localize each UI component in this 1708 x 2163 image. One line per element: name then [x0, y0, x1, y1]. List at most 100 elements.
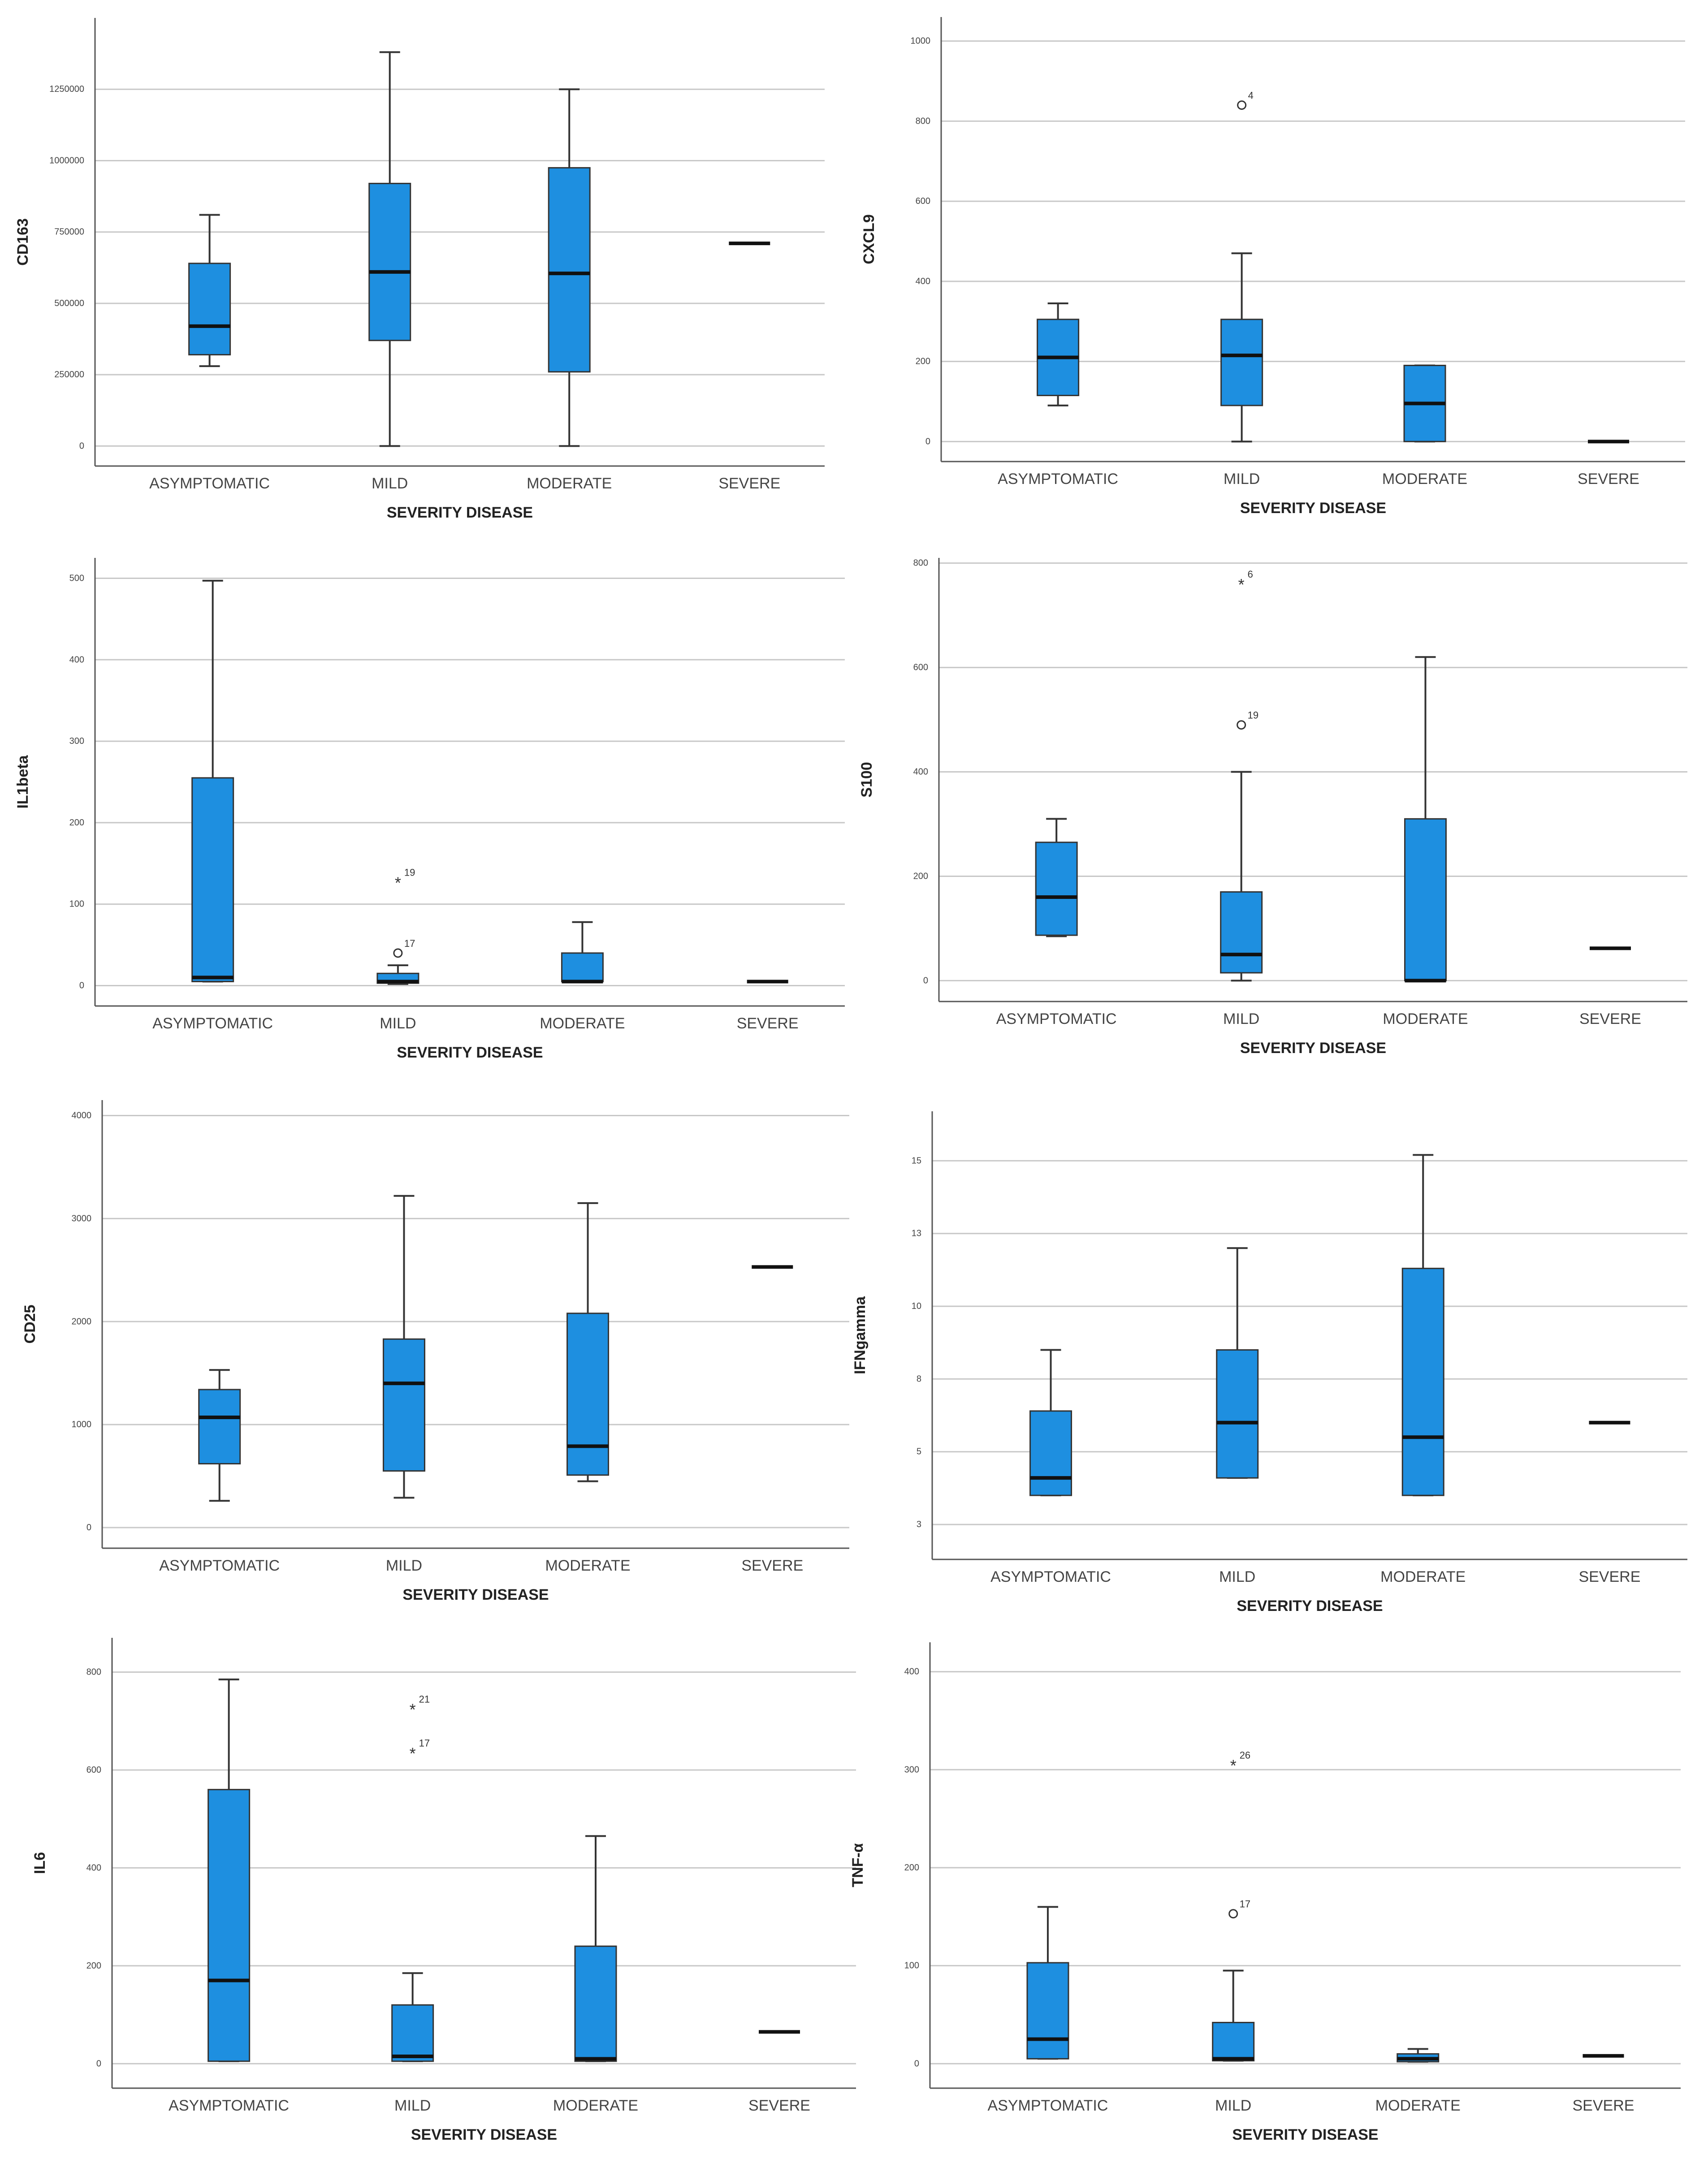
y-tick-label: 600 [86, 1765, 101, 1775]
box-asymptomatic [208, 1678, 251, 2062]
y-tick-label: 1250000 [49, 84, 84, 94]
box-asymptomatic [198, 1369, 241, 1502]
x-tick-label: ASYMPTOMATIC [998, 471, 1118, 488]
y-tick-label: 0 [914, 2059, 919, 2068]
x-tick-label: ASYMPTOMATIC [159, 1557, 280, 1574]
y-tick-label: 400 [913, 767, 928, 777]
y-axis-title: IL1beta [14, 755, 31, 808]
x-tick-label: ASYMPTOMATIC [990, 1568, 1111, 1585]
y-tick-label: 200 [916, 357, 930, 367]
y-tick-label: 750000 [54, 227, 84, 237]
y-tick-label: 0 [86, 1523, 91, 1533]
x-tick-label: MODERATE [527, 475, 612, 492]
outlier-label: 17 [419, 1738, 430, 1749]
y-tick-label: 800 [86, 1667, 101, 1677]
x-tick-label: MILD [1215, 2097, 1251, 2114]
outlier-star: * [410, 1744, 416, 1763]
x-tick-label: MODERATE [540, 1015, 625, 1032]
box-iqr [548, 167, 591, 373]
y-tick-label: 0 [96, 2059, 101, 2068]
x-tick-label: MILD [372, 475, 408, 492]
x-tick-label: ASYMPTOMATIC [152, 1015, 273, 1032]
box-moderate [1403, 364, 1446, 443]
box-iqr [391, 2004, 434, 2062]
box-moderate [574, 1835, 617, 2062]
x-tick-label: MILD [1223, 1010, 1259, 1028]
x-axis-title: SEVERITY DISEASE [1240, 1040, 1386, 1057]
box-asymptomatic [1029, 1349, 1072, 1497]
y-tick-label: 200 [86, 1961, 101, 1971]
y-tick-label: 3000 [72, 1213, 92, 1223]
x-tick-label: SEVERE [748, 2097, 810, 2114]
y-tick-label: 500000 [54, 298, 84, 308]
x-tick-label: MODERATE [545, 1557, 630, 1574]
y-axis-title: IL6 [31, 1852, 48, 1874]
outlier-star: * [395, 874, 401, 892]
chart-panel-row2-right: 0 200 400 600 800 ASYMPTOMATIC MILD MODERATE SEV… [858, 558, 1687, 1057]
box-moderate [1401, 1154, 1444, 1497]
y-tick-label: 1000000 [49, 155, 84, 165]
x-tick-label: SEVERE [1572, 2097, 1634, 2114]
x-tick-label: MODERATE [1382, 471, 1467, 488]
x-axis-title: SEVERITY DISEASE [1232, 2126, 1378, 2143]
outlier-circle [1237, 720, 1246, 730]
box-iqr [1029, 1410, 1072, 1496]
outlier-label: 19 [404, 867, 415, 878]
chart-panel-row3-right: 3 5 8 10 13 15 ASYMPTOMATIC MILD MODERATE SEVERE S… [852, 1111, 1687, 1615]
chart-panel-row3-left: 0 1000 2000 3000 4000 ASYMPTOMATIC MILD MODERAT… [22, 1100, 849, 1603]
y-tick-label: 400 [904, 1667, 919, 1677]
y-axis-title: CD25 [22, 1305, 39, 1344]
box-iqr [191, 777, 234, 982]
x-tick-label: SEVERE [741, 1557, 803, 1574]
y-tick-label: 400 [916, 276, 930, 286]
outlier-label: 19 [1248, 710, 1258, 721]
y-tick-label: 800 [913, 558, 928, 568]
outlier-label: 17 [404, 938, 415, 949]
box-asymptomatic [191, 579, 234, 983]
x-tick-label: SEVERE [737, 1015, 799, 1032]
outlier-circle [393, 948, 403, 958]
box-iqr [566, 1312, 610, 1476]
y-tick-label: 600 [916, 196, 930, 206]
x-axis-title: SEVERITY DISEASE [397, 1044, 543, 1061]
x-axis-title: SEVERITY DISEASE [1237, 1597, 1383, 1615]
x-tick-label: ASYMPTOMATIC [996, 1010, 1117, 1028]
x-axis-title: SEVERITY DISEASE [1240, 500, 1386, 517]
y-axis-title: CXCL9 [860, 214, 878, 264]
y-tick-label: 10 [912, 1301, 921, 1311]
x-tick-label: MODERATE [1380, 1568, 1466, 1585]
y-tick-label: 200 [904, 1863, 919, 1873]
box-asymptomatic [188, 214, 231, 367]
x-tick-label: MILD [380, 1015, 416, 1032]
chart-panel-bottom-right: 0 100 200 300 400 ASYMPTOMATIC MILD MODERATE SEV… [849, 1642, 1681, 2143]
y-tick-label: 15 [912, 1156, 921, 1166]
outlier-label: 6 [1248, 569, 1253, 580]
box-asymptomatic [1026, 1906, 1069, 2060]
box-iqr [188, 263, 231, 356]
y-axis-title: CD163 [14, 218, 31, 266]
x-tick-label: SEVERE [718, 475, 780, 492]
x-axis-title: SEVERITY DISEASE [402, 1586, 549, 1603]
box-moderate [561, 921, 604, 984]
box-iqr [1401, 1268, 1444, 1496]
y-tick-label: 0 [923, 976, 928, 985]
box-mild [1216, 1247, 1259, 1479]
chart-panel-top-left: 0 250000 500000 750000 1000000 1250000 ASYMPTO… [14, 18, 825, 521]
chart-panel-top-right: 0 200 400 600 800 1000 ASYMPTOMATIC MILD MODERAT… [860, 17, 1685, 517]
box-mild [1220, 252, 1263, 443]
box-mild [1220, 771, 1263, 982]
y-tick-label: 0 [79, 441, 84, 451]
outlier-circle [1237, 100, 1247, 110]
outlier-label: 4 [1248, 90, 1254, 101]
box-iqr [198, 1389, 241, 1464]
box-mild [1212, 1969, 1255, 2062]
y-tick-label: 5 [917, 1447, 921, 1457]
box-iqr [1026, 1962, 1069, 2059]
outlier-label: 26 [1240, 1749, 1250, 1761]
y-tick-label: 0 [79, 981, 84, 991]
y-tick-label: 3 [917, 1520, 921, 1529]
box-iqr [382, 1338, 425, 1472]
box-iqr [1220, 891, 1263, 974]
y-tick-label: 100 [904, 1961, 919, 1971]
